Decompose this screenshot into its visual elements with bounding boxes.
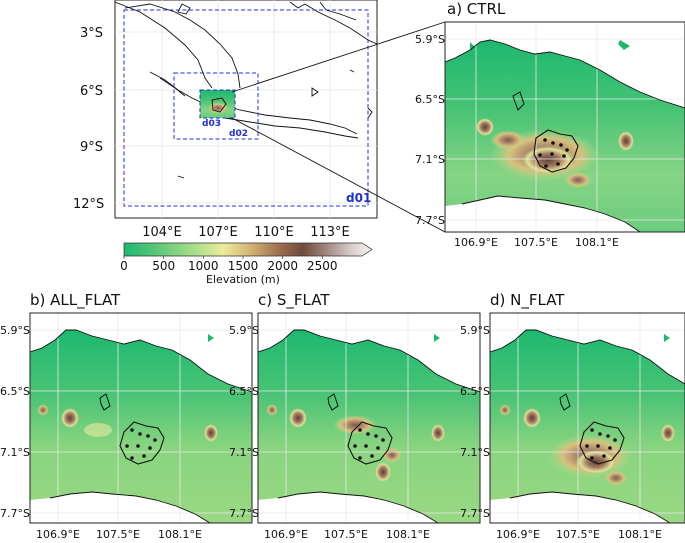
panel-lon-label: 106.9°E (454, 236, 498, 249)
overview-lon-label: 113°E (310, 225, 350, 240)
land-area (30, 330, 252, 523)
panel-lon-label: 108.1°E (158, 528, 202, 541)
panel-lat-label: 7.1°S (229, 446, 259, 459)
panel-lat-label: 5.9°S (460, 324, 490, 337)
panel-lon-label: 107.5°E (324, 528, 368, 541)
station-dots (353, 428, 385, 460)
panel-lon-label: 108.1°E (618, 528, 662, 541)
panel-lat-label: 7.7°S (229, 507, 259, 520)
panel-lat-label: 7.7°S (415, 214, 445, 227)
overview-lat-label: 3°S (80, 26, 103, 41)
domain-label-d03: d03 (202, 119, 221, 129)
colorbar-tick-label: 2500 (307, 259, 338, 273)
panel-lat-label: 6.5°S (0, 385, 30, 398)
panel-lon-label: 107.5°E (556, 528, 600, 541)
domain-boxes (123, 9, 369, 207)
panel-lat-label: 6.5°S (460, 385, 490, 398)
panel-lat-label: 5.9°S (415, 33, 445, 46)
panel-title: d) N_FLAT (490, 291, 565, 310)
panel-lat-label: 7.7°S (0, 507, 30, 520)
overview-lat-label: 12°S (73, 197, 104, 212)
panel-lon-label: 106.9°E (36, 528, 80, 541)
station-dots (125, 428, 157, 460)
watershed-boundary (533, 129, 579, 173)
watershed-boundary (119, 421, 165, 465)
panel-lon-label: 106.9°E (264, 528, 308, 541)
domain-label-d01: d01 (346, 191, 371, 205)
overview-lat-labels: 3°S 6°S 9°S 12°S (73, 26, 104, 212)
panel-title: b) ALL_FLAT (30, 291, 121, 310)
colorbar-label: Elevation (m) (206, 273, 280, 286)
station-dots (585, 428, 617, 460)
elevation-colorbar: 0 500 1000 1500 2000 2500 Elevation (m) (120, 242, 373, 286)
overview-lon-label: 107°E (198, 225, 238, 240)
panel-lon-label: 108.1°E (386, 528, 430, 541)
overview-map: d01 d02 d03 (114, 0, 378, 219)
zoom-connector-lines (231, 21, 446, 233)
domain-d02-box (173, 72, 259, 140)
panel-lon-label: 107.5°E (96, 528, 140, 541)
colorbar-tick-label: 500 (152, 259, 175, 273)
colorbar-tick-label: 1000 (188, 259, 219, 273)
overview-lat-label: 9°S (80, 140, 103, 155)
colorbar-tick-label: 0 (120, 259, 128, 273)
panel-ctrl: a) CTRL (415, 0, 685, 249)
panel-lat-label: 5.9°S (0, 324, 30, 337)
colorbar-tick-label: 2000 (267, 259, 298, 273)
panel-lat-label: 6.5°S (229, 385, 259, 398)
panel-lon-label: 108.1°E (575, 236, 619, 249)
domain-d03-box (199, 89, 236, 119)
panel-title: c) S_FLAT (258, 291, 330, 310)
panel-lat-label: 7.1°S (0, 446, 30, 459)
overview-lon-label: 104°E (142, 225, 182, 240)
station-dots (538, 138, 569, 168)
overview-lon-label: 110°E (254, 225, 294, 240)
watershed-boundary (347, 421, 393, 465)
panel-lat-label: 7.7°S (460, 507, 490, 520)
panel-lat-label: 7.1°S (460, 446, 490, 459)
land-area (490, 330, 685, 523)
d03-elevation-patch (200, 90, 235, 118)
overview-lat-label: 6°S (80, 84, 103, 99)
panel-lat-label: 5.9°S (229, 324, 259, 337)
panel-lon-label: 107.5°E (514, 236, 558, 249)
panel-s-flat: c) S_FLAT (229, 291, 481, 541)
panel-lat-label: 7.1°S (415, 153, 445, 166)
overview-lon-labels: 104°E 107°E 110°E 113°E (142, 225, 350, 240)
panel-lon-label: 106.9°E (496, 528, 540, 541)
domain-label-d02: d02 (229, 129, 248, 139)
panel-all-flat: b) ALL_FLAT (0, 291, 253, 541)
domain-d01-box (123, 9, 369, 207)
colorbar-ticks (123, 256, 323, 259)
panel-n-flat: d) N_FLAT (460, 291, 685, 541)
panel-title: a) CTRL (447, 0, 506, 18)
panel-lat-label: 6.5°S (415, 93, 445, 106)
watershed-boundary (579, 421, 625, 465)
overview-coastlines (114, 1, 378, 179)
colorbar-tick-label: 1500 (228, 259, 259, 273)
